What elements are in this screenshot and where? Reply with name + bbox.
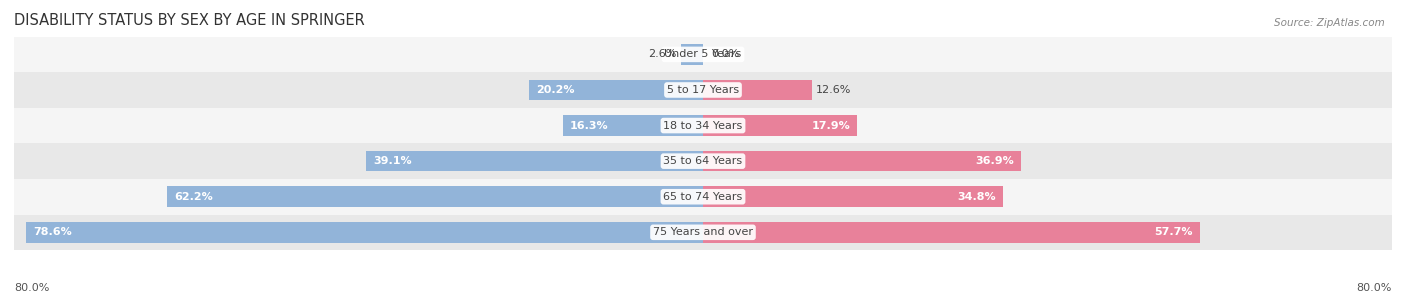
Text: DISABILITY STATUS BY SEX BY AGE IN SPRINGER: DISABILITY STATUS BY SEX BY AGE IN SPRIN…: [14, 13, 364, 28]
Text: 80.0%: 80.0%: [14, 283, 49, 293]
Text: 5 to 17 Years: 5 to 17 Years: [666, 85, 740, 95]
Bar: [167, 186, 703, 207]
Text: 12.6%: 12.6%: [815, 85, 851, 95]
Bar: [562, 115, 703, 136]
Bar: [703, 222, 1199, 243]
Bar: [27, 222, 703, 243]
Bar: [14, 214, 1392, 250]
Bar: [14, 143, 1392, 179]
Bar: [14, 108, 1392, 143]
Text: 16.3%: 16.3%: [569, 120, 609, 131]
Bar: [529, 80, 703, 100]
Bar: [703, 186, 1002, 207]
Text: Under 5 Years: Under 5 Years: [665, 49, 741, 59]
Text: 75 Years and over: 75 Years and over: [652, 227, 754, 237]
Text: 57.7%: 57.7%: [1154, 227, 1194, 237]
Bar: [703, 151, 1021, 171]
Bar: [14, 179, 1392, 214]
Text: 78.6%: 78.6%: [32, 227, 72, 237]
Text: 18 to 34 Years: 18 to 34 Years: [664, 120, 742, 131]
Text: 2.6%: 2.6%: [648, 49, 676, 59]
Bar: [14, 72, 1392, 108]
Text: 17.9%: 17.9%: [811, 120, 851, 131]
Text: 39.1%: 39.1%: [373, 156, 412, 166]
Text: 20.2%: 20.2%: [536, 85, 575, 95]
Text: 80.0%: 80.0%: [1357, 283, 1392, 293]
Text: Source: ZipAtlas.com: Source: ZipAtlas.com: [1274, 18, 1385, 28]
Text: 34.8%: 34.8%: [957, 192, 995, 202]
Text: 65 to 74 Years: 65 to 74 Years: [664, 192, 742, 202]
Bar: [14, 37, 1392, 72]
Bar: [703, 80, 811, 100]
Bar: [681, 44, 703, 65]
Text: 36.9%: 36.9%: [976, 156, 1014, 166]
Bar: [367, 151, 703, 171]
Text: 62.2%: 62.2%: [174, 192, 212, 202]
Bar: [703, 115, 858, 136]
Text: 35 to 64 Years: 35 to 64 Years: [664, 156, 742, 166]
Text: 0.0%: 0.0%: [711, 49, 740, 59]
